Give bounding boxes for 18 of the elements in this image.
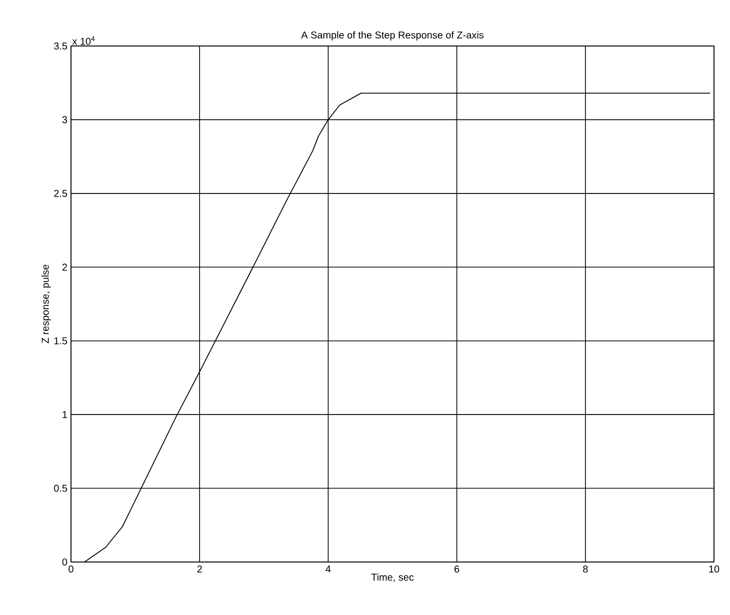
- y-tick-label: 0.5: [54, 484, 68, 492]
- y-tick-label: 1.5: [54, 337, 68, 344]
- y-tick-label: 3.5: [54, 42, 68, 50]
- x-tick-label: 10: [709, 566, 720, 573]
- x-tick-label: 6: [454, 566, 460, 573]
- x-axis-title: Time, sec: [371, 573, 414, 582]
- y-tick-label: 1: [62, 411, 67, 418]
- x-tick-label: 2: [197, 566, 202, 572]
- y-tick-label: 2: [62, 264, 67, 271]
- x-tick-label: 4: [326, 566, 331, 572]
- y-tick-label: 2.5: [54, 190, 68, 197]
- x-tick-label: 8: [583, 566, 588, 573]
- x-tick-label: 0: [68, 566, 74, 573]
- y-axis-title: Z response, pulse: [42, 264, 51, 344]
- y-tick-label: 0: [62, 558, 68, 566]
- chart-title: A Sample of the Step Response of Z-axis: [301, 31, 484, 40]
- text: x 10$^{4}$: [72, 36, 95, 45]
- y-tick-label: 3: [62, 116, 68, 124]
